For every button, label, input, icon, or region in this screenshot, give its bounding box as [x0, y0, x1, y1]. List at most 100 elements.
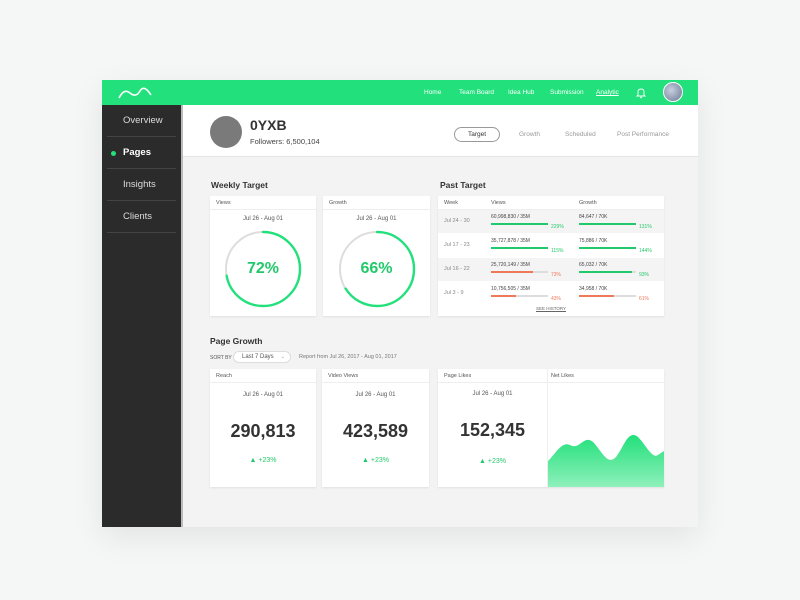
sidebar-item-pages[interactable]: Pages: [107, 137, 176, 169]
divider: [438, 382, 664, 383]
tab-target[interactable]: Target: [454, 127, 501, 142]
tab-post-performance[interactable]: Post Performance: [617, 131, 670, 138]
sidebar-item-label: Overview: [123, 115, 163, 126]
table-row: Jul 17 - 23 35,727,878 / 35M 115% 75,886 / …: [438, 234, 664, 257]
past-target-table: Week Views Growth Jul 24 - 30 60,998,830 …: [438, 196, 664, 316]
reach-card: Reach Jul 26 - Aug 01 290,813 ▲ +23%: [210, 369, 316, 487]
column-header-growth: Growth: [579, 200, 597, 206]
nav-team-board[interactable]: Team Board: [459, 89, 495, 96]
sidebar-item-insights[interactable]: Insights: [107, 169, 176, 201]
delta-value: +23%: [487, 458, 506, 465]
delta-value: +23%: [258, 457, 277, 464]
column-header-views: Views: [491, 200, 506, 206]
card-label: Reach: [216, 373, 232, 379]
table-row: Jul 24 - 30 60,998,830 / 35M 229% 84,647 / …: [438, 210, 664, 233]
triangle-up-icon: ▲: [479, 458, 486, 465]
tab-growth[interactable]: Growth: [519, 131, 540, 138]
views-percent: 72%: [246, 260, 280, 277]
views-cell: 10,756,505 / 35M: [491, 286, 530, 292]
growth-bar: [579, 271, 632, 273]
card-label: Growth: [329, 200, 347, 206]
delta-value: +23%: [370, 457, 389, 464]
views-percent: 229%: [551, 224, 564, 230]
reach-value: 290,813: [230, 421, 296, 441]
followers-count: Followers: 6,500,104: [250, 137, 320, 146]
nav-analytic[interactable]: Analytic: [596, 89, 619, 96]
views-percent: 43%: [551, 296, 562, 302]
card-label: Video Views: [328, 373, 359, 379]
nav-home[interactable]: Home: [424, 89, 442, 96]
divider: [323, 209, 430, 210]
report-range: Report from Jul 26, 2017 - Aug 01, 2017: [299, 354, 397, 360]
divider: [547, 369, 548, 487]
views-progress-ring: [224, 230, 302, 308]
growth-cell: 34,958 / 70K: [579, 286, 608, 292]
page-likes-panel: Page Likes Jul 26 - Aug 01 152,345 ▲ +23…: [438, 369, 547, 487]
chevron-down-icon: ⌄: [280, 354, 285, 360]
views-bar: [491, 247, 548, 249]
card-date: Jul 26 - Aug 01: [242, 216, 284, 222]
nav-submission[interactable]: Submission: [550, 89, 584, 96]
nav-idea-hub[interactable]: Idea Hub: [508, 89, 535, 96]
sidebar: Overview Pages Insights Clients: [102, 105, 181, 527]
views-bar: [491, 223, 548, 225]
card-date: Jul 26 - Aug 01: [472, 391, 513, 397]
page-avatar: [210, 116, 242, 148]
growth-bar: [579, 247, 636, 249]
tab-scheduled[interactable]: Scheduled: [565, 131, 596, 138]
net-likes-label: Net Likes: [551, 373, 574, 379]
wave-logo-icon[interactable]: [118, 86, 152, 100]
growth-cell: 84,647 / 70K: [579, 214, 608, 220]
growth-bar: [579, 295, 614, 297]
divider: [322, 382, 429, 383]
column-header-week: Week: [444, 200, 458, 206]
card-label: Views: [216, 200, 231, 206]
views-cell: 25,720,149 / 35M: [491, 262, 530, 268]
triangle-up-icon: ▲: [362, 457, 369, 464]
page-title: 0YXB: [250, 117, 287, 133]
views-cell: 35,727,878 / 35M: [491, 238, 530, 244]
app-window: Home Team Board Idea Hub Submission Anal…: [102, 80, 698, 527]
sort-dropdown[interactable]: Last 7 Days ⌄: [233, 351, 291, 363]
growth-cell: 65,032 / 70K: [579, 262, 608, 268]
video-views-delta: ▲ +23%: [322, 457, 429, 464]
views-bar-track: [491, 295, 548, 297]
see-history-link[interactable]: SEE HISTORY: [535, 306, 567, 311]
bell-icon[interactable]: [635, 87, 647, 99]
sort-label: SORT BY: [210, 355, 232, 361]
video-views-value: 423,589: [342, 421, 409, 441]
card-date: Jul 26 - Aug 01: [355, 392, 396, 398]
card-label: Page Likes: [444, 373, 472, 379]
card-date: Jul 26 - Aug 01: [356, 216, 397, 222]
views-percent: 73%: [551, 272, 562, 278]
growth-percent: 93%: [639, 272, 650, 278]
growth-percent: 131%: [639, 224, 652, 230]
active-dot-icon: [111, 151, 116, 156]
sort-value: Last 7 Days: [242, 354, 274, 360]
divider: [210, 382, 316, 383]
week-cell: Jul 16 - 22: [444, 266, 470, 272]
divider: [438, 209, 664, 210]
card-date: Jul 26 - Aug 01: [242, 392, 284, 398]
table-row: Jul 16 - 22 25,720,149 / 35M 73% 65,032 / 7…: [438, 258, 664, 281]
user-avatar[interactable]: [663, 82, 683, 102]
weekly-target-title: Weekly Target: [211, 180, 268, 190]
views-cell: 60,998,830 / 35M: [491, 214, 530, 220]
net-likes-area: [548, 435, 664, 487]
growth-percent: 66%: [360, 260, 393, 277]
page-header: 0YXB Followers: 6,500,104 Target Growth …: [183, 105, 698, 157]
views-target-card: Views Jul 26 - Aug 01 72%: [210, 196, 316, 316]
sidebar-item-label: Insights: [123, 179, 156, 190]
table-row: Jul 3 - 9 10,756,505 / 35M 43% 34,958 / 70K…: [438, 282, 664, 305]
growth-target-card: Growth Jul 26 - Aug 01 66%: [323, 196, 430, 316]
week-cell: Jul 17 - 23: [444, 242, 470, 248]
views-percent: 115%: [551, 248, 564, 254]
sidebar-item-label: Pages: [123, 147, 151, 158]
growth-percent: 61%: [639, 296, 650, 302]
page-likes-delta: ▲ +23%: [438, 458, 547, 465]
page-likes-value: 152,345: [459, 420, 526, 440]
sidebar-item-clients[interactable]: Clients: [107, 201, 176, 233]
top-navbar: Home Team Board Idea Hub Submission Anal…: [102, 80, 698, 105]
page-growth-title: Page Growth: [210, 336, 263, 346]
sidebar-item-overview[interactable]: Overview: [107, 105, 176, 137]
